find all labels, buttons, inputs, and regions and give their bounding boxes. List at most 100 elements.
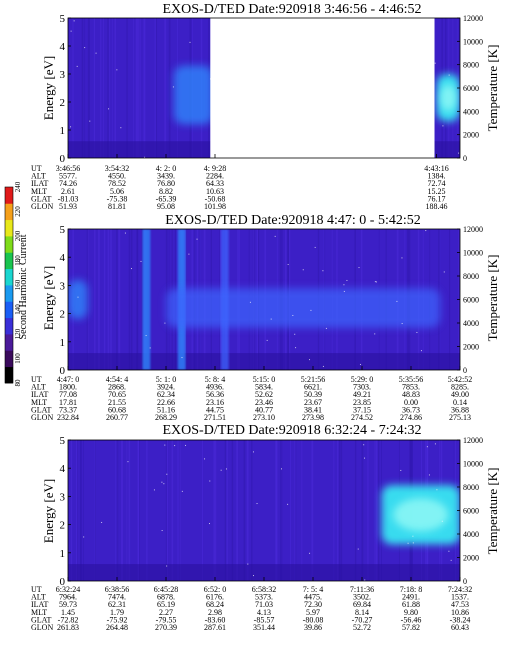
colorbar-frame [4, 186, 14, 384]
row-value: 6621. [304, 383, 322, 392]
noise-speck [83, 536, 85, 538]
row-value: 60.68 [108, 405, 126, 414]
row-value: -65.39 [156, 194, 177, 203]
texture-streak [155, 18, 158, 158]
row-label: ILAT [31, 179, 48, 188]
noise-speck [294, 333, 296, 335]
noise-speck [374, 281, 376, 283]
row-value: 0.14 [453, 398, 467, 407]
texture-streak [80, 440, 82, 581]
noise-speck [189, 41, 191, 43]
row-value: 7964. [59, 593, 77, 602]
panel-1-plot: 0 1 2 3 4 5 0 2000 4000 6000 8000 10000 12000 UT 3:46:… [31, 13, 483, 211]
noise-speck [188, 253, 190, 255]
texture-streak [281, 440, 283, 581]
row-value: 268.29 [155, 413, 177, 422]
y-tick-label: 3 [60, 491, 66, 503]
row-value: 232.84 [57, 413, 79, 422]
colorbar-swatch [5, 236, 13, 253]
row-value: 3924. [157, 383, 175, 392]
texture-streak [215, 440, 217, 581]
row-value: -38.24 [450, 615, 471, 624]
row-value: 21.55 [108, 398, 126, 407]
row-value: 51.93 [59, 202, 77, 211]
y-tick-label: 5 [60, 435, 66, 447]
row-label: GLON [31, 413, 53, 422]
y-tick-label: 4 [60, 41, 66, 53]
colorbar-tick-label: 240 [14, 181, 22, 192]
noise-speck [309, 359, 311, 361]
texture-streak [251, 440, 253, 581]
noise-speck [434, 443, 436, 445]
noise-speck [95, 52, 97, 54]
row-value: 3439. [157, 172, 175, 181]
texture-streak [168, 18, 171, 158]
texture-streak [311, 440, 314, 581]
row-value: 5:21:56 [301, 375, 325, 384]
texture-streak [100, 18, 102, 158]
noise-speck [428, 474, 430, 476]
y-right-tick-label: 0 [463, 366, 467, 375]
texture-streak [338, 440, 340, 581]
texture-streak [247, 440, 249, 581]
row-value: 1384. [427, 172, 445, 181]
row-value: 351.44 [253, 623, 275, 632]
row-value: 78.52 [108, 179, 126, 188]
spectrogram [68, 18, 460, 158]
row-value: 76.80 [157, 179, 175, 188]
noise-speck [412, 542, 414, 544]
row-value: 47.53 [451, 600, 469, 609]
row-value: 264.48 [106, 623, 128, 632]
row-value: 6878. [157, 593, 175, 602]
noise-speck [302, 269, 304, 271]
row-value: 287.61 [204, 623, 226, 632]
row-label: UT [31, 164, 42, 173]
row-value: 2868. [108, 383, 126, 392]
row-value: 5834. [255, 383, 273, 392]
row-label: GLAT [31, 405, 52, 414]
panel-3-ylabel: Energy [eV] [41, 479, 56, 543]
row-value: 77.08 [59, 390, 77, 399]
texture-streak [126, 440, 128, 581]
row-value: 3502. [353, 593, 371, 602]
row-label: ILAT [31, 390, 48, 399]
noise-speck [374, 333, 376, 335]
texture-streak [337, 440, 339, 581]
colorbar-swatch [5, 334, 13, 351]
y-tick-label: 1 [60, 337, 66, 349]
row-value: 2.27 [159, 608, 173, 617]
colorbar: 80 100 120 140 160 180 200 220 240 Second Harmon… [4, 181, 29, 387]
noise-speck [84, 47, 86, 49]
texture-streak [130, 229, 133, 370]
row-value: 3:54:32 [105, 164, 129, 173]
row-value: 23.46 [255, 398, 273, 407]
row-value: 4936. [206, 383, 224, 392]
texture-streak [144, 18, 146, 158]
colorbar-swatch [5, 219, 13, 237]
panel-3: EXOS-D/TED Date:920918 6:32:24 - 7:24:32… [31, 423, 500, 632]
y-tick-label: 0 [60, 576, 66, 588]
texture-streak [226, 440, 228, 581]
texture-streak [135, 18, 138, 158]
texture-streak [164, 18, 167, 158]
row-value: 2284. [206, 172, 224, 181]
y-tick-label: 2 [60, 309, 66, 321]
row-value: 8.82 [159, 187, 173, 196]
noise-speck [108, 108, 110, 110]
row-label: ALT [31, 172, 46, 181]
y-right-tick-label: 2000 [463, 343, 479, 352]
colorbar-tick-label: 140 [14, 304, 22, 315]
noise-speck [363, 444, 365, 446]
intensity-feature [68, 279, 88, 320]
noise-speck [181, 490, 183, 492]
texture-streak [166, 440, 169, 581]
row-value: -83.60 [205, 615, 226, 624]
panel-2: EXOS-D/TED Date:920918 4:47: 0 - 5:42:52… [31, 213, 500, 422]
spectrogram [68, 440, 460, 581]
row-value: 7:18: 8 [400, 585, 422, 594]
row-value: 271.51 [204, 413, 226, 422]
colorbar-swatch [5, 317, 13, 335]
y-right-tick-label: 4000 [463, 107, 479, 116]
noise-speck [208, 523, 210, 525]
noise-speck [441, 520, 443, 522]
